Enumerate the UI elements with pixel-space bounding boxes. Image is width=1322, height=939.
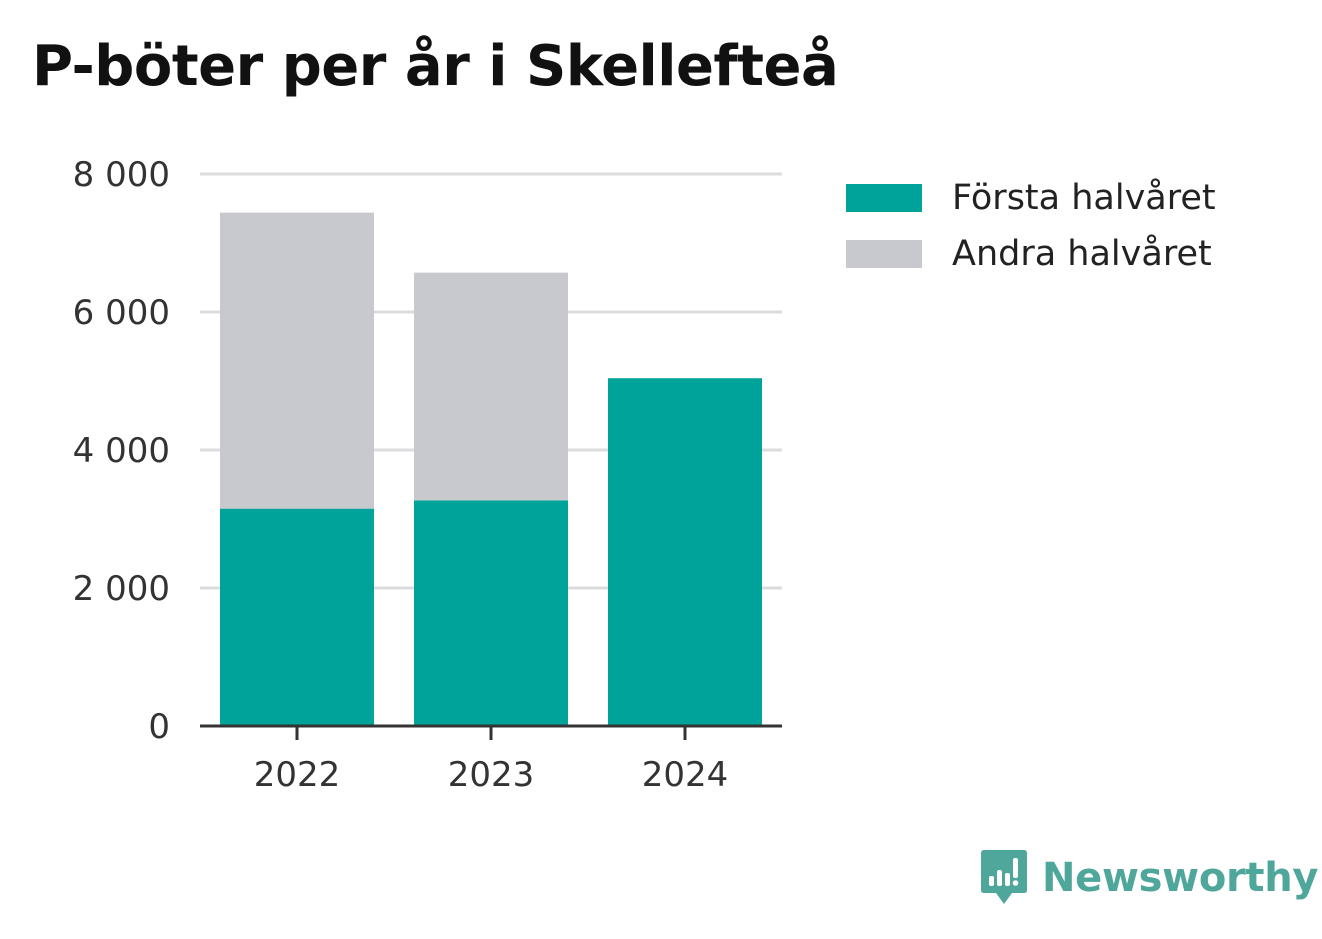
legend-item-first-half[interactable]: Första halvåret: [846, 170, 1216, 226]
tick-labels: 0 2 000 4 000 6 000 8 000 2022 2023 2024: [73, 155, 729, 795]
bar-first-half-2023: [414, 500, 568, 726]
brand-logo[interactable]: Newsworthy: [980, 848, 1319, 908]
legend-label: Andra halvåret: [952, 234, 1212, 274]
legend: Första halvåret Andra halvåret: [846, 170, 1216, 282]
legend-label: Första halvåret: [952, 178, 1216, 218]
chart-title: P-böter per år i Skellefteå: [32, 34, 839, 99]
legend-item-second-half[interactable]: Andra halvåret: [846, 226, 1216, 282]
newsworthy-logo-icon: [980, 848, 1028, 908]
bar-first-half-2022: [220, 508, 374, 726]
bar-second-half-2023: [414, 272, 568, 501]
x-tick-label: 2022: [254, 755, 341, 795]
y-tick-label: 6 000: [73, 293, 170, 333]
axes: [200, 724, 782, 740]
y-tick-label: 0: [148, 707, 170, 747]
bar-second-half-2022: [220, 212, 374, 509]
brand-name: Newsworthy: [1042, 855, 1319, 901]
legend-swatch-second-half: [846, 240, 922, 268]
x-tick-label: 2024: [642, 755, 729, 795]
y-tick-label: 4 000: [73, 431, 170, 471]
y-tick-label: 8 000: [73, 155, 170, 195]
bars: [220, 212, 762, 726]
legend-swatch-first-half: [846, 184, 922, 212]
y-tick-label: 2 000: [73, 569, 170, 609]
x-tick-label: 2023: [448, 755, 535, 795]
bar-first-half-2024: [608, 378, 762, 726]
